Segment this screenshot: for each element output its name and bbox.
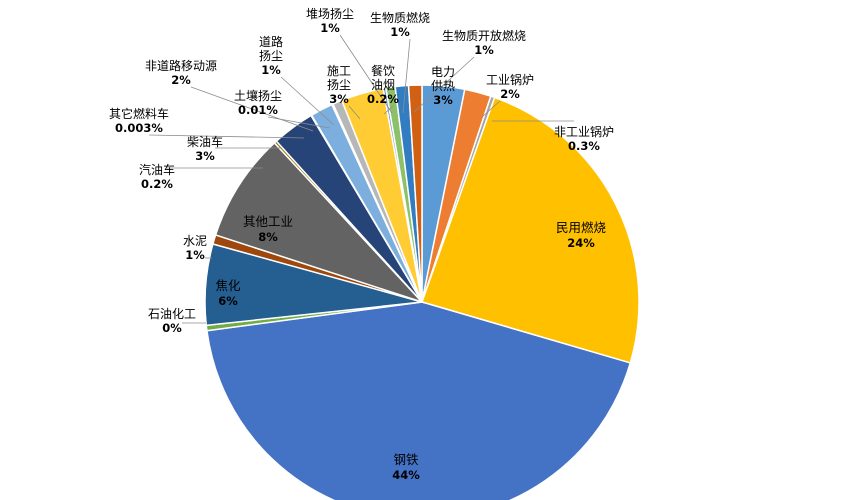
slice-percent-label: 8% bbox=[258, 230, 278, 244]
slice-percent-label: 0.2% bbox=[141, 177, 173, 191]
slice-name-label: 生物质开放燃烧 bbox=[442, 28, 526, 43]
leader-line-19 bbox=[402, 38, 411, 114]
slice-name-label: 非道路移动源 bbox=[145, 58, 217, 73]
slice-percent-label: 24% bbox=[567, 236, 595, 250]
slice-label-8: 水泥1% bbox=[183, 234, 207, 262]
slice-name-label: 汽油车 bbox=[139, 162, 175, 177]
slice-label-7: 焦化6% bbox=[215, 278, 241, 308]
slice-name-label: 民用燃烧 bbox=[556, 220, 607, 235]
slice-name-label: 餐饮 bbox=[371, 63, 395, 78]
slice-name-label: 施工 bbox=[327, 64, 351, 78]
slice-percent-label: 1% bbox=[320, 21, 340, 35]
leader-line-13 bbox=[190, 86, 314, 132]
slice-name-label: 非工业锅炉 bbox=[554, 124, 614, 139]
slice-name-label: 其他工业 bbox=[243, 214, 293, 229]
slice-percent-label: 2% bbox=[171, 73, 191, 87]
slice-percent-label: 3% bbox=[329, 92, 349, 106]
slice-percent-label: 1% bbox=[185, 248, 205, 262]
slice-percent-label: 1% bbox=[390, 25, 410, 39]
slice-name-label: 钢铁 bbox=[393, 452, 419, 467]
pie-slice-9 bbox=[214, 141, 425, 304]
pie-slice-20 bbox=[407, 84, 423, 303]
leader-line-16 bbox=[348, 105, 361, 120]
slice-percent-label: 0.3% bbox=[568, 139, 600, 153]
slice-percent-label: 0.2% bbox=[367, 92, 399, 106]
slice-percent-label: 0.003% bbox=[115, 121, 163, 135]
slice-name-label: 电力 bbox=[431, 65, 455, 79]
slice-percent-label: 44% bbox=[392, 468, 420, 482]
slice-name-label: 油烟 bbox=[371, 78, 395, 92]
slice-percent-label: 2% bbox=[500, 87, 520, 101]
slices-layer bbox=[204, 84, 640, 500]
slice-name-label: 其它燃料车 bbox=[109, 106, 169, 121]
leader-line-2 bbox=[481, 100, 501, 118]
slice-name-label: 工业锅炉 bbox=[486, 72, 534, 87]
leader-lines-layer bbox=[148, 34, 574, 324]
leader-line-14 bbox=[267, 116, 331, 129]
pie-slice-4 bbox=[421, 96, 640, 364]
slice-name-label: 道路 bbox=[259, 34, 283, 49]
slice-percent-label: 1% bbox=[474, 43, 494, 57]
slice-name-label: 扬尘 bbox=[327, 77, 351, 92]
leader-line-20 bbox=[413, 56, 475, 113]
slice-name-label: 生物质燃烧 bbox=[370, 10, 430, 25]
slice-name-label: 石油化工 bbox=[148, 307, 196, 321]
slice-name-label: 水泥 bbox=[183, 234, 207, 248]
slice-percent-label: 3% bbox=[195, 149, 215, 163]
leader-line-18 bbox=[339, 34, 393, 114]
slice-name-label: 堆场扬尘 bbox=[306, 6, 354, 21]
slice-percent-label: 6% bbox=[218, 294, 238, 308]
slice-percent-label: 3% bbox=[433, 93, 453, 107]
slice-percent-label: 0% bbox=[162, 321, 182, 335]
pie-slice-5 bbox=[206, 301, 632, 500]
slice-name-label: 土壤扬尘 bbox=[234, 88, 282, 103]
slice-percent-label: 1% bbox=[261, 63, 281, 77]
leader-line-15 bbox=[280, 76, 335, 126]
labels-layer: 电力供热3%工业锅炉2%非工业锅炉0.3%民用燃烧24%钢铁44%石油化工0%焦… bbox=[109, 6, 614, 482]
slice-name-label: 供热 bbox=[431, 79, 455, 93]
leader-line-12 bbox=[148, 134, 305, 139]
slice-name-label: 柴油车 bbox=[187, 134, 223, 149]
slice-name-label: 焦化 bbox=[215, 278, 241, 293]
slice-name-label: 扬尘 bbox=[259, 48, 283, 63]
slice-percent-label: 0.01% bbox=[238, 103, 278, 117]
leader-line-17 bbox=[383, 105, 394, 115]
